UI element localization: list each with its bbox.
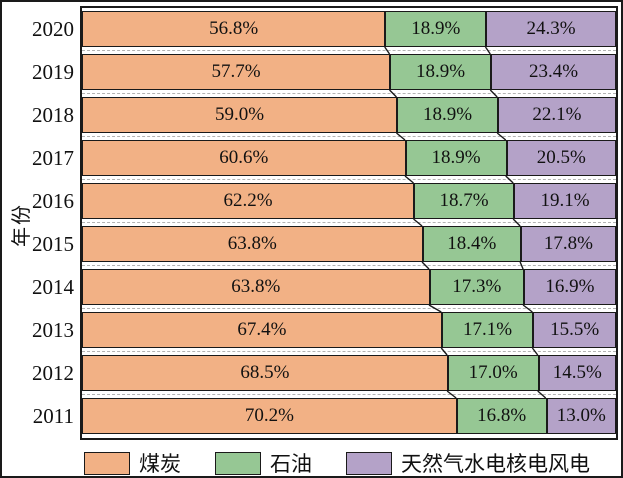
dashed-gridline: [82, 308, 616, 309]
bar-segment-oil: 18.9%: [390, 54, 492, 90]
dashed-gridline: [82, 222, 616, 223]
bar-segment-gas-hydro-nuclear-wind: 16.9%: [523, 269, 616, 305]
bar-segment-gas-hydro-nuclear-wind: 22.1%: [497, 97, 616, 133]
bar-segment-gas-hydro-nuclear-wind: 23.4%: [491, 54, 616, 90]
bar-segment-coal: 67.4%: [82, 312, 442, 348]
dashed-gridline: [82, 394, 616, 395]
row-separator: [82, 176, 616, 183]
y-tick-2015: 2015: [32, 232, 74, 256]
bar-segment-gas-hydro-nuclear-wind: 15.5%: [533, 312, 616, 348]
bar-segment-coal: 56.8%: [82, 11, 386, 47]
bar-row-2011: 70.2% 16.8% 13.0%: [82, 398, 616, 434]
bar-segment-oil: 18.9%: [397, 97, 498, 133]
y-tick-2016: 2016: [32, 189, 74, 213]
row-separator: [82, 262, 616, 269]
y-tick-2012: 2012: [32, 361, 74, 385]
legend-item-oil: 石油: [215, 448, 312, 476]
bar-segment-coal: 60.6%: [82, 140, 406, 176]
row-separator: [82, 305, 616, 312]
bar-row-2013: 67.4% 17.1% 15.5%: [82, 312, 616, 348]
bar-segment-coal: 57.7%: [82, 54, 391, 90]
y-tick-2014: 2014: [32, 275, 74, 299]
dashed-gridline: [82, 50, 616, 51]
bar-segment-coal: 63.8%: [82, 226, 423, 262]
y-tick-2017: 2017: [32, 146, 74, 170]
legend-item-gas-hydro-nuclear-wind: 天然气水电核电风电: [346, 448, 590, 476]
bar-segment-gas-hydro-nuclear-wind: 24.3%: [486, 11, 616, 47]
bar-segment-oil: 18.7%: [414, 183, 514, 219]
bar-row-2016: 62.2% 18.7% 19.1%: [82, 183, 616, 219]
legend-label-coal: 煤炭: [139, 452, 181, 476]
y-tick-2013: 2013: [32, 318, 74, 342]
bar-row-2017: 60.6% 18.9% 20.5%: [82, 140, 616, 176]
bar-segment-oil: 17.3%: [429, 269, 524, 305]
bar-row-2019: 57.7% 18.9% 23.4%: [82, 54, 616, 90]
bar-row-2012: 68.5% 17.0% 14.5%: [82, 355, 616, 391]
bar-segment-gas-hydro-nuclear-wind: 13.0%: [546, 398, 616, 434]
dashed-gridline: [82, 136, 616, 137]
bar-segment-oil: 16.8%: [456, 398, 547, 434]
bar-segment-oil: 18.9%: [385, 11, 487, 47]
bar-row-2020: 56.8% 18.9% 24.3%: [82, 11, 616, 47]
dashed-gridline: [82, 93, 616, 94]
row-separator: [82, 348, 616, 355]
row-separator: [82, 391, 616, 398]
dashed-gridline: [82, 179, 616, 180]
y-tick-labels: 2020 2019 2018 2017 2016 2015 2014 2013 2012 2011: [2, 11, 74, 434]
row-separator: [82, 47, 616, 54]
bars-area: 56.8% 18.9% 24.3% 57.7% 18.9% 23.4% 59.0% 18.9%…: [82, 8, 616, 438]
legend-label-gas-hydro-nuclear-wind: 天然气水电核电风电: [401, 452, 590, 476]
bar-row-2018: 59.0% 18.9% 22.1%: [82, 97, 616, 133]
y-tick-2011: 2011: [32, 404, 74, 428]
row-separator: [82, 90, 616, 97]
row-separator: [82, 133, 616, 140]
bar-segment-oil: 17.1%: [441, 312, 534, 348]
legend-swatch-coal: [84, 451, 130, 475]
bar-segment-coal: 68.5%: [82, 355, 448, 391]
bar-segment-gas-hydro-nuclear-wind: 20.5%: [506, 140, 616, 176]
legend-swatch-gas-hydro-nuclear-wind: [346, 451, 392, 475]
legend-item-coal: 煤炭: [84, 448, 181, 476]
bar-segment-gas-hydro-nuclear-wind: 19.1%: [513, 183, 616, 219]
bar-row-2015: 63.8% 18.4% 17.8%: [82, 226, 616, 262]
bar-segment-gas-hydro-nuclear-wind: 14.5%: [538, 355, 616, 391]
legend-swatch-oil: [215, 451, 261, 475]
plot-area: 56.8% 18.9% 24.3% 57.7% 18.9% 23.4% 59.0% 18.9%…: [80, 6, 618, 440]
y-tick-2019: 2019: [32, 60, 74, 84]
y-tick-2018: 2018: [32, 103, 74, 127]
bar-segment-gas-hydro-nuclear-wind: 17.8%: [520, 226, 616, 262]
bar-segment-coal: 59.0%: [82, 97, 398, 133]
bar-segment-coal: 63.8%: [82, 269, 430, 305]
bar-segment-oil: 18.4%: [422, 226, 521, 262]
bar-segment-coal: 62.2%: [82, 183, 415, 219]
dashed-gridline: [82, 351, 616, 352]
y-tick-2020: 2020: [32, 17, 74, 41]
bar-segment-coal: 70.2%: [82, 398, 457, 434]
row-separator: [82, 219, 616, 226]
bar-segment-oil: 18.9%: [405, 140, 507, 176]
bar-segment-oil: 17.0%: [447, 355, 539, 391]
bar-row-2014: 63.8% 17.3% 16.9%: [82, 269, 616, 305]
legend: 煤炭 石油 天然气水电核电风电: [84, 448, 590, 476]
dashed-gridline: [82, 265, 616, 266]
legend-label-oil: 石油: [270, 452, 312, 476]
